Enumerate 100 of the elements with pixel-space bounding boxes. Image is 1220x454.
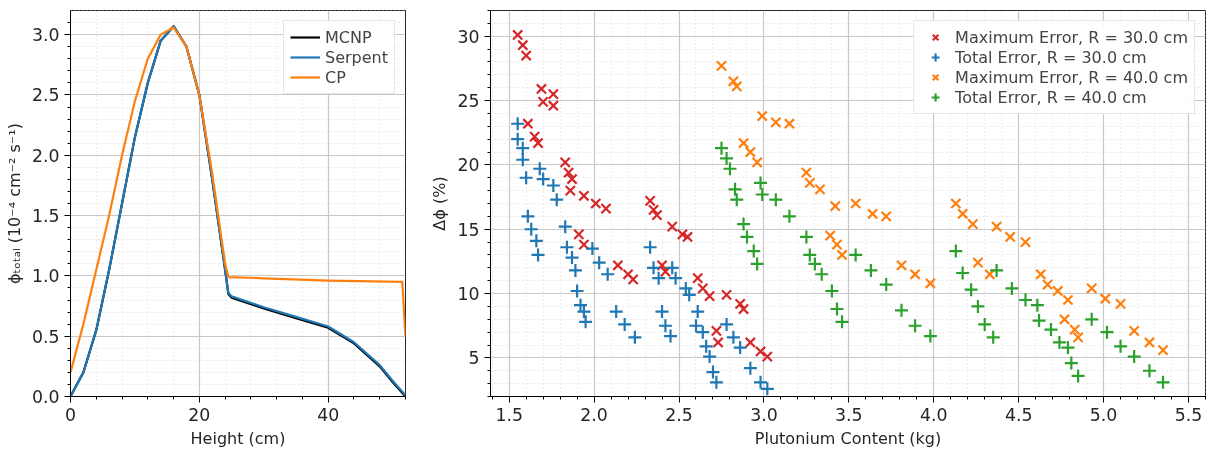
point: [800, 166, 813, 179]
point: [559, 156, 571, 169]
x-tick-label: 5.5: [1174, 404, 1203, 425]
point: [950, 197, 962, 210]
x-axis-title: Height (cm): [190, 428, 286, 448]
point: [907, 318, 923, 334]
point: [656, 259, 668, 271]
point: [1035, 268, 1047, 280]
y-tick-label: 2.0: [31, 145, 60, 166]
point: [718, 150, 735, 167]
point: [729, 192, 745, 208]
y-tick-label: 15: [457, 219, 480, 240]
point: [1099, 293, 1111, 305]
point: [651, 270, 667, 286]
point: [511, 29, 524, 41]
x-tick-label: 0: [64, 404, 77, 425]
point: [528, 130, 541, 143]
point: [972, 256, 984, 269]
legend-label: CP: [325, 67, 346, 87]
point: [727, 181, 743, 197]
point: [1141, 363, 1158, 379]
point: [703, 290, 716, 302]
point: [814, 266, 830, 282]
point: [849, 197, 862, 210]
y-axis-title: Δϕ (%): [430, 176, 450, 231]
legend-label: Total Error, R = 30.0 cm: [955, 47, 1147, 67]
point: [1099, 324, 1115, 340]
point: [1072, 331, 1084, 344]
point: [807, 256, 823, 272]
point: [768, 192, 784, 208]
point: [697, 282, 709, 295]
point: [798, 229, 814, 245]
point: [528, 233, 544, 249]
point: [1052, 285, 1064, 297]
y-tick-label: 3.0: [31, 25, 60, 46]
point: [622, 268, 634, 280]
point: [725, 329, 741, 345]
point: [647, 204, 660, 216]
point: [664, 260, 680, 276]
point: [970, 298, 986, 315]
y-tick-label: 0.0: [31, 387, 60, 407]
point: [732, 340, 748, 356]
point: [1086, 282, 1098, 295]
x-tick-label: 3.5: [835, 404, 863, 425]
point: [515, 152, 531, 168]
point: [532, 137, 544, 149]
point: [770, 116, 782, 129]
point: [518, 170, 534, 186]
point: [572, 297, 589, 313]
legend-label: Total Error, R = 40.0 cm: [955, 87, 1147, 107]
point: [515, 140, 531, 156]
x-tick-label: 2.5: [665, 404, 693, 425]
point: [1004, 231, 1016, 243]
x-tick-label: 4.5: [1004, 404, 1033, 425]
point: [590, 197, 602, 210]
point: [698, 338, 714, 354]
y-tick-label: 5: [468, 348, 480, 369]
point: [761, 350, 774, 363]
point: [735, 216, 752, 232]
legend-label: MCNP: [325, 27, 372, 47]
point: [759, 381, 775, 397]
point: [1058, 313, 1071, 325]
point: [705, 364, 721, 380]
point: [1084, 311, 1100, 327]
point: [746, 243, 762, 259]
point: [866, 208, 879, 220]
point: [666, 220, 678, 233]
point: [584, 240, 600, 257]
point: [893, 302, 910, 318]
y-tick-label: 10: [457, 284, 480, 305]
point: [1031, 312, 1047, 329]
point: [751, 156, 763, 169]
point: [781, 208, 798, 224]
point: [836, 249, 848, 261]
point: [701, 349, 718, 365]
point: [1070, 368, 1086, 384]
point: [1112, 338, 1129, 354]
point: [754, 186, 770, 203]
point: [644, 195, 656, 207]
y-tick-label: 25: [457, 91, 480, 112]
point: [749, 256, 765, 272]
point: [756, 110, 768, 122]
x-tick-label: 20: [188, 404, 211, 425]
point: [955, 265, 971, 281]
x-tick-label: 2.0: [580, 404, 608, 425]
point: [742, 360, 758, 376]
point: [863, 262, 879, 279]
point: [848, 247, 864, 263]
point: [681, 231, 694, 243]
point: [1114, 298, 1127, 310]
y-tick-label: 20: [457, 155, 480, 176]
point: [783, 118, 796, 130]
point: [924, 277, 937, 289]
point: [831, 238, 843, 251]
point: [824, 283, 840, 299]
point: [715, 60, 728, 72]
point: [734, 298, 746, 310]
point: [569, 283, 585, 299]
point: [600, 202, 612, 215]
point: [744, 146, 757, 158]
